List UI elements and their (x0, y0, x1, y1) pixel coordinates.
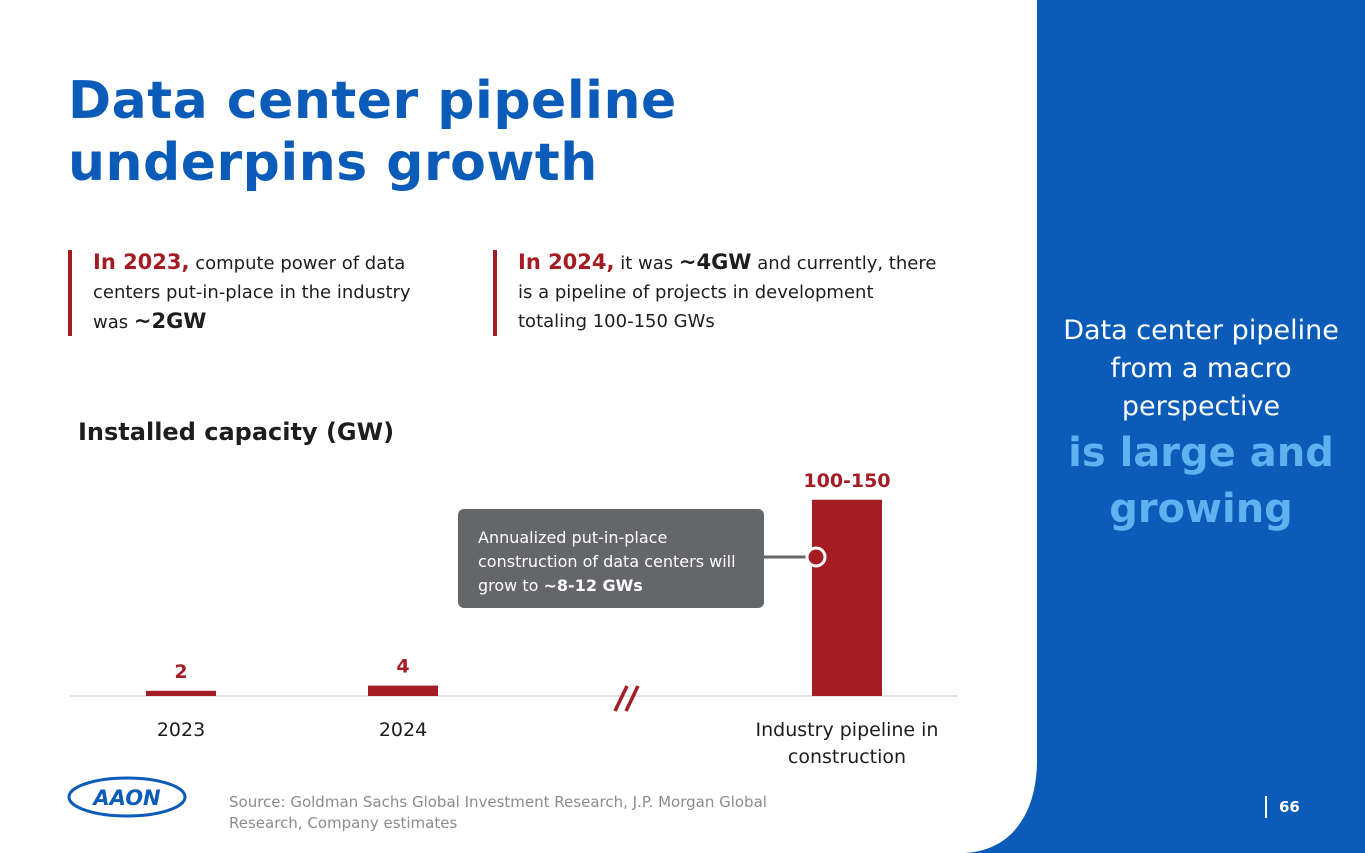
bar-3 (812, 499, 882, 696)
panel-curve-decoration (960, 760, 1060, 853)
callout-accent-bar (493, 250, 497, 336)
callout-text: compute power of data centers put-in-pla… (93, 253, 411, 333)
sidebar-panel (1037, 0, 1365, 853)
x-tick-label: 2023 (157, 719, 205, 741)
page-number: 66 (1265, 796, 1300, 818)
annotation-emphasis: ~8-12 GWs (543, 576, 643, 595)
annotation-callout: Annualized put-in-place construction of … (458, 509, 764, 608)
callout-2024: In 2024, it was ~4GW and currently, ther… (493, 248, 948, 336)
data-label: 4 (396, 656, 409, 678)
callout-text: it was (614, 253, 679, 274)
data-label: 100-150 (803, 470, 890, 492)
callout-lead: In 2024, (518, 250, 615, 274)
annotation-connector (763, 546, 827, 568)
data-label: 2 (174, 661, 187, 683)
axis-break-marker (613, 685, 640, 712)
panel-highlight: is large and growing (1068, 430, 1334, 532)
callout-2023: In 2023, compute power of data centers p… (68, 248, 423, 337)
callout-text-tail: and currently, there is a pipeline of pr… (518, 253, 937, 332)
page-title-line-1: Data center pipeline (68, 71, 677, 131)
callout-emphasis: ~4GW (678, 250, 752, 274)
callout-emphasis: ~2GW (133, 309, 207, 333)
callout-accent-bar (68, 250, 72, 336)
x-tick-label: Industry pipeline in (756, 719, 939, 741)
bar-chart: 2 2023 4 2024 100-150 Industry pipeline in con… (70, 470, 958, 768)
annotation-text: Annualized put-in-place construction of … (478, 528, 736, 595)
x-tick-label: construction (788, 746, 906, 768)
bar-2 (368, 685, 438, 696)
aaon-logo: AAON (67, 776, 187, 818)
x-tick-label: 2024 (379, 719, 427, 741)
source-note: Source: Goldman Sachs Global Investment … (229, 793, 767, 832)
chart-title: Installed capacity (GW) (78, 418, 395, 446)
page-title: Data center pipeline underpins growth (68, 70, 677, 194)
logo-text: AAON (91, 786, 161, 810)
callout-lead: In 2023, (93, 250, 190, 274)
bar-1 (146, 690, 216, 696)
page-title-line-2: underpins growth (68, 133, 598, 193)
panel-text: Data center pipeline from a macro perspe… (1063, 315, 1339, 422)
